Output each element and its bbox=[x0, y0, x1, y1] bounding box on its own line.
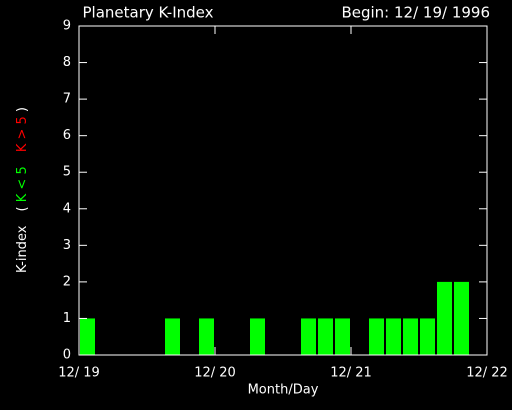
y-tick-label: 0 bbox=[63, 348, 71, 363]
y-tick-label: 8 bbox=[63, 55, 71, 70]
x-tick-label: 12/ 19 bbox=[58, 366, 100, 381]
chart-subtitle: Begin: 12/ 19/ 1996 bbox=[341, 4, 490, 22]
bar bbox=[165, 318, 180, 355]
y-label-low: K < 5 bbox=[15, 166, 30, 202]
bar bbox=[420, 318, 435, 355]
y-tick-label: 3 bbox=[63, 238, 71, 253]
chart-title: Planetary K-Index bbox=[83, 4, 214, 22]
y-tick-label: 4 bbox=[63, 201, 71, 216]
x-axis-label: Month/Day bbox=[248, 383, 319, 398]
bar bbox=[386, 318, 401, 355]
y-tick-label: 1 bbox=[63, 311, 71, 326]
y-tick-label: 5 bbox=[63, 165, 71, 180]
y-label-name: K-index bbox=[15, 225, 30, 273]
bar bbox=[454, 281, 469, 355]
y-tick-label: 7 bbox=[63, 92, 71, 107]
bar bbox=[250, 318, 265, 355]
y-label-close: ) bbox=[15, 107, 30, 112]
y-tick-label: 2 bbox=[63, 274, 71, 289]
x-tick-label: 12/ 21 bbox=[330, 366, 372, 381]
y-axis-label: K-index ( K < 5 K > 5 ) bbox=[15, 107, 30, 273]
bar bbox=[301, 318, 316, 355]
y-tick-label: 9 bbox=[63, 19, 71, 34]
bar bbox=[403, 318, 418, 355]
bar bbox=[369, 318, 384, 355]
plot-frame bbox=[78, 25, 488, 356]
x-tick-label: 12/ 20 bbox=[194, 366, 236, 381]
bar bbox=[437, 281, 452, 355]
bar bbox=[80, 318, 95, 355]
x-tick-label: 12/ 22 bbox=[466, 366, 508, 381]
y-tick-label: 6 bbox=[63, 128, 71, 143]
y-label-open: ( bbox=[15, 206, 30, 211]
y-label-high: K > 5 bbox=[15, 116, 30, 152]
bar bbox=[199, 318, 214, 355]
bar bbox=[318, 318, 333, 355]
bar bbox=[335, 318, 350, 355]
